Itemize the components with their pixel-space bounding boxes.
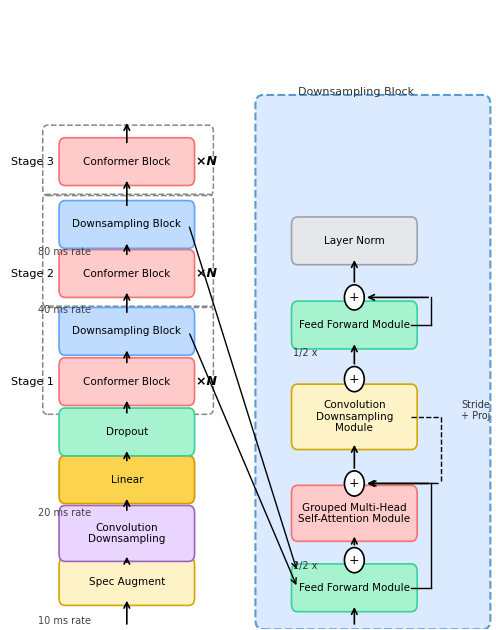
- Circle shape: [344, 285, 364, 310]
- Circle shape: [344, 471, 364, 496]
- Text: +: +: [349, 291, 360, 304]
- Circle shape: [344, 547, 364, 573]
- FancyBboxPatch shape: [59, 358, 194, 406]
- FancyBboxPatch shape: [59, 505, 194, 561]
- Text: ×​N: ×​N: [196, 155, 217, 168]
- FancyBboxPatch shape: [59, 249, 194, 297]
- Text: Conformer Block: Conformer Block: [83, 268, 171, 278]
- Text: Convolution
Downsampling
Module: Convolution Downsampling Module: [315, 400, 393, 433]
- Text: Feed Forward Module: Feed Forward Module: [299, 320, 410, 330]
- Text: 1/2 x: 1/2 x: [293, 348, 317, 358]
- Text: Feed Forward Module: Feed Forward Module: [299, 583, 410, 593]
- Text: Dropout: Dropout: [106, 427, 148, 437]
- FancyBboxPatch shape: [59, 307, 194, 355]
- Text: +: +: [349, 477, 360, 490]
- Text: Stride
+ Proj: Stride + Proj: [461, 400, 490, 421]
- FancyBboxPatch shape: [59, 138, 194, 185]
- FancyBboxPatch shape: [59, 456, 194, 503]
- Text: Linear: Linear: [111, 474, 143, 484]
- Text: ×​N: ×​N: [196, 375, 217, 388]
- FancyBboxPatch shape: [292, 384, 417, 450]
- Text: Stage 2: Stage 2: [10, 268, 54, 278]
- FancyBboxPatch shape: [292, 564, 417, 612]
- Text: Convolution
Downsampling: Convolution Downsampling: [88, 523, 166, 544]
- Text: Stage 3: Stage 3: [10, 157, 54, 166]
- Text: 1/2 x: 1/2 x: [293, 561, 317, 571]
- FancyBboxPatch shape: [255, 95, 491, 629]
- Text: Stage 1: Stage 1: [10, 377, 54, 387]
- Text: Downsampling Block: Downsampling Block: [72, 326, 182, 336]
- FancyBboxPatch shape: [59, 558, 194, 605]
- FancyBboxPatch shape: [292, 301, 417, 349]
- FancyBboxPatch shape: [59, 200, 194, 248]
- Text: Downsampling Block: Downsampling Block: [72, 219, 182, 229]
- Text: 80 ms rate: 80 ms rate: [39, 247, 91, 257]
- Text: 20 ms rate: 20 ms rate: [38, 508, 92, 518]
- Text: ×​N: ×​N: [196, 267, 217, 280]
- FancyBboxPatch shape: [292, 485, 417, 541]
- Text: 10 ms rate: 10 ms rate: [39, 616, 91, 626]
- Text: Grouped Multi-Head
Self-Attention Module: Grouped Multi-Head Self-Attention Module: [298, 503, 410, 524]
- Text: Conformer Block: Conformer Block: [83, 157, 171, 166]
- Text: +: +: [349, 554, 360, 566]
- FancyBboxPatch shape: [292, 217, 417, 265]
- Text: Spec Augment: Spec Augment: [89, 576, 165, 587]
- Text: Conformer Block: Conformer Block: [83, 377, 171, 387]
- Text: Layer Norm: Layer Norm: [324, 236, 385, 246]
- Text: Downsampling Block: Downsampling Block: [298, 87, 414, 97]
- Circle shape: [344, 367, 364, 392]
- Text: +: +: [349, 372, 360, 386]
- FancyBboxPatch shape: [59, 408, 194, 456]
- Text: 40 ms rate: 40 ms rate: [39, 305, 91, 315]
